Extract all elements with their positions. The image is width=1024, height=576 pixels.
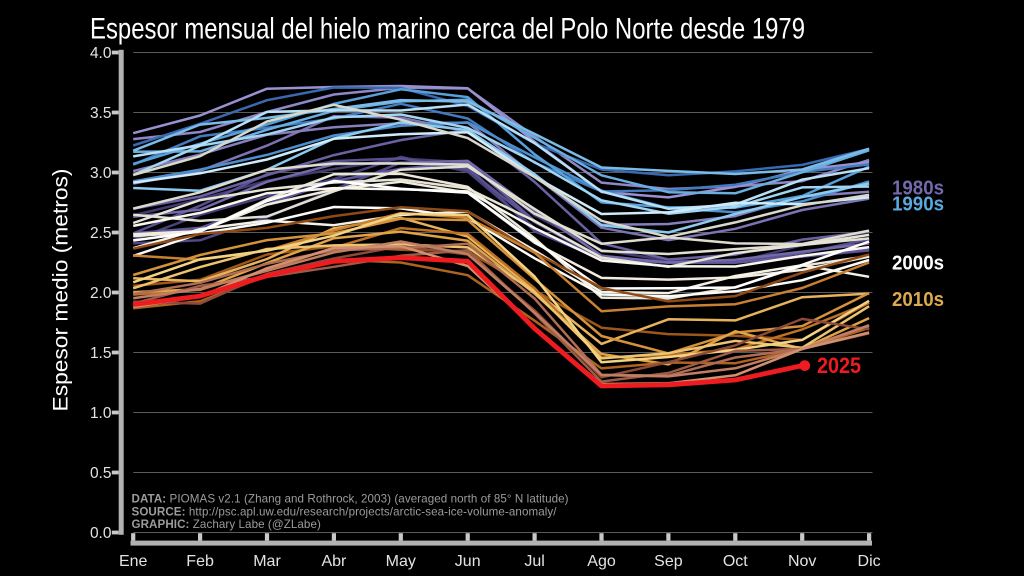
svg-text:Ago: Ago <box>587 553 616 570</box>
svg-text:Espesor medio (metros): Espesor medio (metros) <box>50 169 73 412</box>
svg-text:Dic: Dic <box>858 553 881 570</box>
svg-text:Oct: Oct <box>723 553 748 570</box>
svg-text:Sep: Sep <box>654 553 683 570</box>
svg-text:Abr: Abr <box>321 553 347 570</box>
svg-text:Jul: Jul <box>524 553 544 570</box>
svg-text:DATA: PIOMAS v2.1 (Zhang and R: DATA: PIOMAS v2.1 (Zhang and Rothrock, 2… <box>132 493 569 506</box>
svg-text:3.5: 3.5 <box>90 105 112 122</box>
svg-text:GRAPHIC: Zachary Labe (@ZLabe): GRAPHIC: Zachary Labe (@ZLabe) <box>132 518 321 531</box>
svg-text:Nov: Nov <box>788 553 816 570</box>
svg-text:2025: 2025 <box>817 353 861 378</box>
svg-text:May: May <box>386 553 416 570</box>
svg-text:Mar: Mar <box>253 553 281 570</box>
svg-text:1980s: 1980s <box>892 178 944 200</box>
svg-text:0.5: 0.5 <box>90 465 112 482</box>
svg-text:1.5: 1.5 <box>90 345 112 362</box>
svg-text:4.0: 4.0 <box>90 45 112 62</box>
svg-text:2.0: 2.0 <box>90 285 112 302</box>
svg-text:2010s: 2010s <box>892 289 944 311</box>
svg-text:2.5: 2.5 <box>90 225 112 242</box>
svg-text:Jun: Jun <box>455 553 481 570</box>
svg-text:Espesor mensual del hielo mari: Espesor mensual del hielo marino cerca d… <box>90 12 805 45</box>
svg-text:2000s: 2000s <box>892 253 944 275</box>
svg-text:Feb: Feb <box>186 553 214 570</box>
svg-text:Ene: Ene <box>119 553 148 570</box>
svg-text:SOURCE: http://psc.apl.uw.edu/: SOURCE: http://psc.apl.uw.edu/research/p… <box>132 505 558 518</box>
svg-text:1.0: 1.0 <box>90 405 112 422</box>
svg-text:0.0: 0.0 <box>90 525 112 542</box>
svg-text:3.0: 3.0 <box>90 165 112 182</box>
svg-text:1990s: 1990s <box>892 194 944 216</box>
